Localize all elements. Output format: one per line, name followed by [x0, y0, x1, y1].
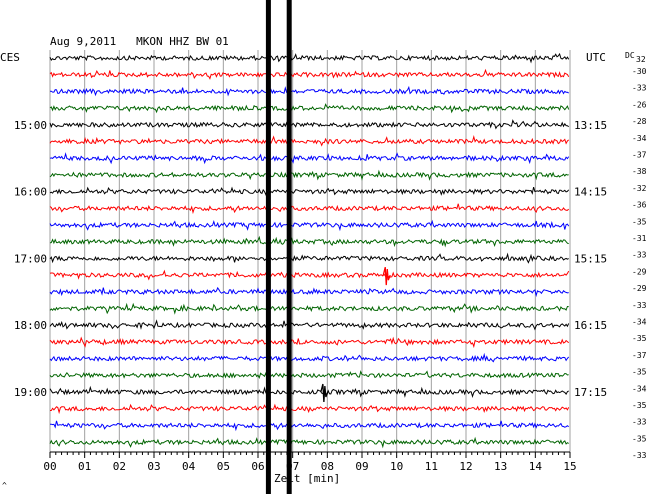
- dc-offset-17: -35: [632, 334, 647, 343]
- dc-value: 32: [636, 55, 646, 64]
- x-tick-label-07: 07: [286, 460, 299, 473]
- dc-offset-15: -33: [632, 301, 647, 310]
- left-time-label: 16:00: [14, 186, 47, 199]
- saturated-event-bar-1: [265, 0, 271, 494]
- right-time-label: 13:15: [574, 119, 607, 132]
- trace-line-5: [49, 119, 570, 130]
- dc-offset-9: -36: [632, 201, 647, 210]
- dc-offset-3: -26: [632, 100, 647, 109]
- dc-label: DC: [625, 51, 635, 60]
- trace-line-4: [49, 103, 570, 114]
- right-timezone-label: UTC: [586, 51, 606, 64]
- trace-line-3: [49, 85, 569, 97]
- trace-line-11: [49, 219, 570, 232]
- trace-line-19: [49, 352, 570, 365]
- trace-line-24: [49, 436, 569, 449]
- right-time-label: 15:15: [574, 252, 607, 265]
- left-time-label: 18:00: [14, 319, 47, 332]
- x-tick-label-06: 06: [251, 460, 264, 473]
- dc-offset-22: -33: [632, 418, 647, 427]
- dc-offset-7: -38: [632, 167, 647, 176]
- seismic-traces: [49, 52, 570, 449]
- seismic-spike-4: [320, 383, 329, 403]
- dc-offset-6: -37: [632, 151, 647, 160]
- time-axis: 00 01 02 03 04 05 06 07 08 09 10 11 12 13 14 15: [43, 451, 577, 473]
- left-time-label: 17:00: [14, 252, 47, 265]
- trace-line-18: [49, 336, 570, 349]
- left-time-label: 15:00: [14, 119, 47, 132]
- x-tick-label-01: 01: [78, 460, 91, 473]
- trace-line-23: [50, 420, 570, 432]
- x-tick-label-12: 12: [459, 460, 472, 473]
- right-time-labels: 13:15 14:15 15:15 16:15 17:15: [574, 119, 607, 399]
- trace-line-20: [49, 370, 569, 380]
- minute-gridlines: [49, 50, 571, 452]
- dc-offset-14: -29: [632, 284, 647, 293]
- dc-offset-12: -33: [632, 251, 647, 260]
- dc-offset-5: -34: [632, 134, 647, 143]
- trace-line-21: [49, 385, 569, 398]
- x-tick-label-05: 05: [217, 460, 230, 473]
- corner-mark: ^: [2, 481, 7, 490]
- trace-line-10: [49, 203, 570, 215]
- dc-offset-1: -30: [632, 67, 647, 76]
- trace-line-13: [49, 252, 569, 264]
- trace-line-14: [49, 269, 570, 281]
- dc-offset-19: -35: [632, 368, 647, 377]
- trace-line-12: [49, 235, 569, 248]
- trace-line-9: [49, 186, 570, 197]
- x-axis-label: Zeit [min]: [274, 472, 340, 485]
- x-tick-label-11: 11: [425, 460, 438, 473]
- x-tick-label-10: 10: [390, 460, 403, 473]
- trace-line-2: [49, 68, 570, 80]
- saturated-event-bar-2: [286, 0, 292, 494]
- x-tick-label-00: 00: [43, 460, 56, 473]
- x-tick-label-08: 08: [321, 460, 334, 473]
- seismic-spike-3: [382, 266, 391, 286]
- trace-line-17: [49, 319, 570, 331]
- x-tick-label-15: 15: [563, 460, 576, 473]
- x-tick-label-02: 02: [113, 460, 126, 473]
- x-tick-label-14: 14: [529, 460, 543, 473]
- dc-offset-20: -34: [632, 384, 647, 393]
- seismic-events: [265, 0, 391, 494]
- left-timezone-label: CES: [0, 51, 20, 64]
- dc-offset-2: -33: [632, 84, 647, 93]
- trace-line-15: [49, 286, 569, 298]
- dc-offset-4: -28: [632, 117, 647, 126]
- x-tick-label-09: 09: [355, 460, 368, 473]
- trace-line-1: [49, 52, 570, 64]
- trace-line-16: [49, 302, 569, 315]
- trace-line-22: [50, 403, 570, 415]
- trace-line-8: [49, 169, 569, 181]
- left-time-label: 19:00: [14, 386, 47, 399]
- right-time-label: 17:15: [574, 386, 607, 399]
- dc-offset-16: -34: [632, 318, 647, 327]
- trace-line-6: [49, 135, 570, 147]
- dc-offset-24: -33: [632, 451, 647, 460]
- x-tick-label-04: 04: [182, 460, 196, 473]
- dc-offset-21: -35: [632, 401, 647, 410]
- dc-offset-labels: -30 -33 -26 -28 -34 -37 -38 -32 -36 -35 -31 -33 -29 -…: [632, 67, 647, 460]
- right-time-label: 14:15: [574, 186, 607, 199]
- dc-offset-10: -35: [632, 217, 647, 226]
- dc-offset-23: -35: [632, 434, 647, 443]
- right-time-label: 16:15: [574, 319, 607, 332]
- x-tick-label-13: 13: [494, 460, 507, 473]
- trace-line-7: [49, 152, 570, 165]
- dc-offset-13: -29: [632, 267, 647, 276]
- dc-offset-18: -37: [632, 351, 647, 360]
- dc-offset-8: -32: [632, 184, 647, 193]
- left-time-labels: 15:00 16:00 17:00 18:00 19:00: [14, 119, 47, 399]
- x-tick-label-03: 03: [147, 460, 160, 473]
- chart-title: Aug 9,2011 MKON HHZ BW 01: [50, 35, 229, 48]
- dc-offset-11: -31: [632, 234, 647, 243]
